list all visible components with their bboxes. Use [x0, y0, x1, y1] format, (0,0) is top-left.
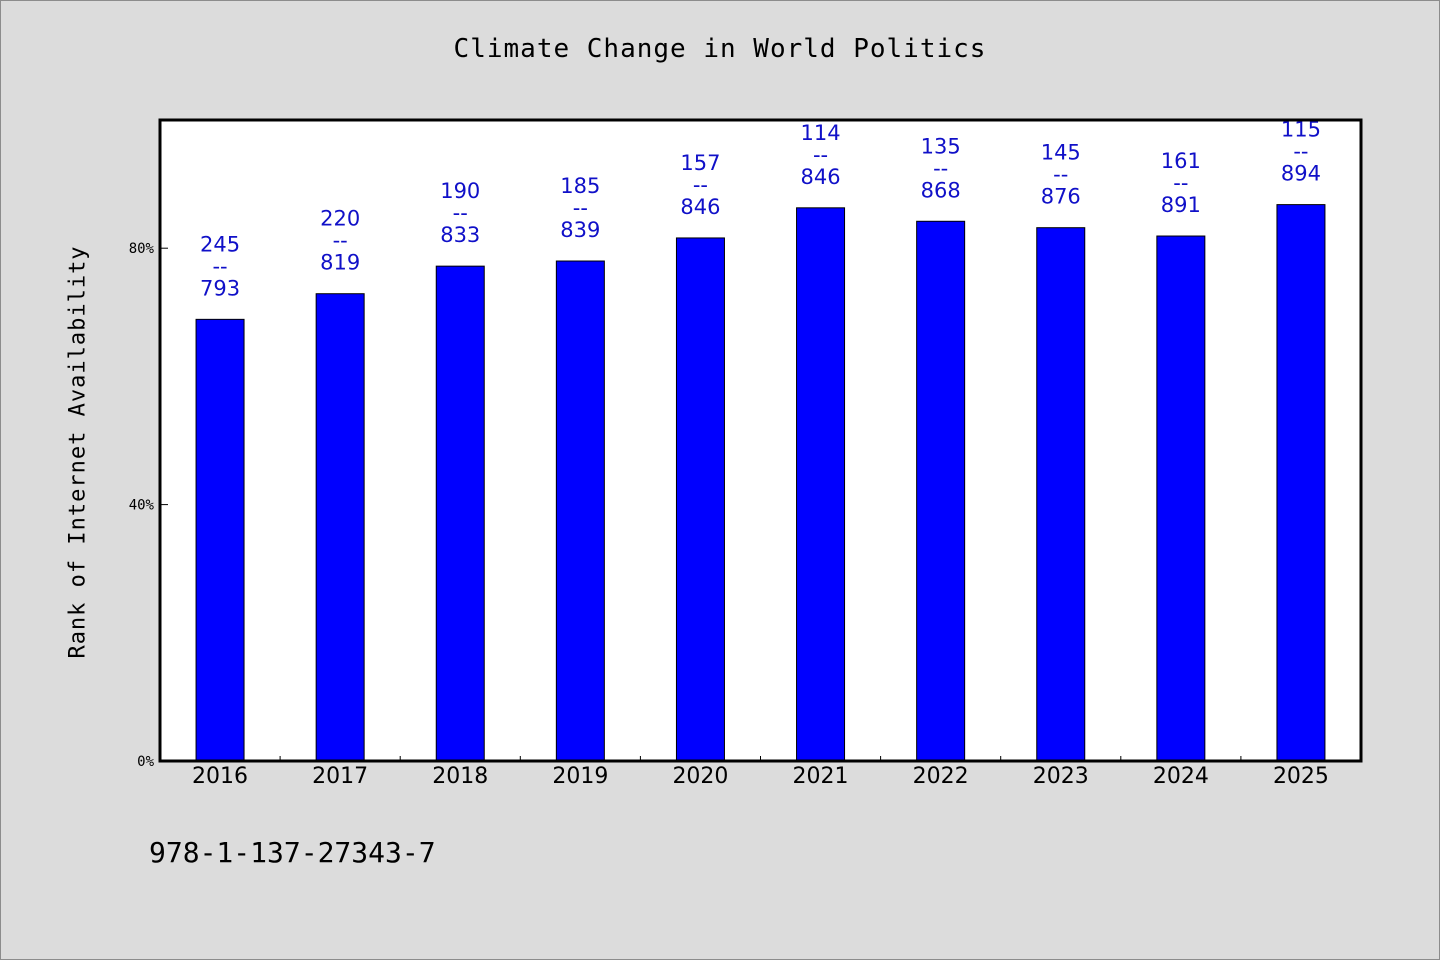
y-tick-label: 0%: [137, 754, 154, 770]
bar-data-label: --: [813, 143, 828, 167]
x-tick-label: 2025: [1273, 764, 1329, 789]
bar-data-label: --: [573, 196, 588, 220]
bar-data-label: 135: [921, 134, 961, 158]
x-tick-label: 2022: [913, 764, 969, 789]
bar-2016: [195, 318, 245, 762]
bar-2022: [916, 220, 966, 762]
bar-data-label: --: [333, 229, 348, 253]
chart-title: Climate Change in World Politics: [453, 34, 987, 64]
bar-data-label: 876: [1041, 185, 1081, 209]
bar-data-label: 185: [560, 174, 600, 198]
bar-data-label: --: [1053, 163, 1068, 187]
data-labels-group: 245--793220--819190--833185--839157--846…: [200, 118, 1321, 301]
x-tick-label: 2016: [192, 764, 248, 789]
bar-data-label: --: [933, 156, 948, 180]
isbn-label: 978-1-137-27343-7: [149, 836, 436, 869]
plot-border: [158, 118, 1363, 763]
bar-2017: [315, 293, 365, 762]
bar-data-label: 846: [801, 165, 841, 189]
bar-data-label: 145: [1041, 141, 1081, 165]
bar-data-label: 839: [560, 218, 600, 242]
x-tick-label: 2018: [432, 764, 488, 789]
bar-2025: [1276, 204, 1326, 762]
bar-data-label: 114: [801, 121, 841, 145]
bar-data-label: --: [1173, 171, 1188, 195]
bar-data-label: 157: [680, 151, 720, 175]
bar-2018: [435, 265, 485, 762]
x-tick-label: 2017: [312, 764, 368, 789]
bar-data-label: --: [1293, 140, 1308, 164]
x-tick-label: 2023: [1033, 764, 1089, 789]
bar-2024: [1156, 235, 1206, 762]
y-tick-label: 80%: [129, 241, 155, 257]
bar-2023: [1036, 227, 1086, 762]
bar-data-label: --: [212, 254, 227, 278]
y-tick-label: 40%: [129, 498, 155, 514]
bar-data-label: 161: [1161, 149, 1201, 173]
bar-data-label: 846: [680, 195, 720, 219]
x-axis: 2016 2017 2018 2019 2020 2021 2022 2023 2024 2025: [192, 756, 1329, 789]
bar-data-label: 793: [200, 276, 240, 300]
bar-data-label: 894: [1281, 162, 1321, 186]
bar-data-label: 245: [200, 232, 240, 256]
bar-data-label: 868: [921, 178, 961, 202]
bar-data-label: 891: [1161, 193, 1201, 217]
x-tick-label: 2021: [793, 764, 849, 789]
x-tick-label: 2019: [552, 764, 608, 789]
bar-data-label: 190: [440, 179, 480, 203]
bar-2020: [675, 237, 725, 762]
bar-data-label: 819: [320, 251, 360, 275]
x-tick-label: 2020: [672, 764, 728, 789]
x-tick-label: 2024: [1153, 764, 1209, 789]
bar-2019: [555, 260, 605, 762]
bar-data-label: 833: [440, 223, 480, 247]
bar-data-label: --: [693, 173, 708, 197]
y-axis: 0% 40% 80%: [129, 241, 168, 770]
bar-data-label: 115: [1281, 118, 1321, 142]
bar-2021: [796, 207, 846, 762]
bars-group: [195, 204, 1326, 762]
bar-data-label: --: [453, 201, 468, 225]
bar-data-label: 220: [320, 207, 360, 231]
